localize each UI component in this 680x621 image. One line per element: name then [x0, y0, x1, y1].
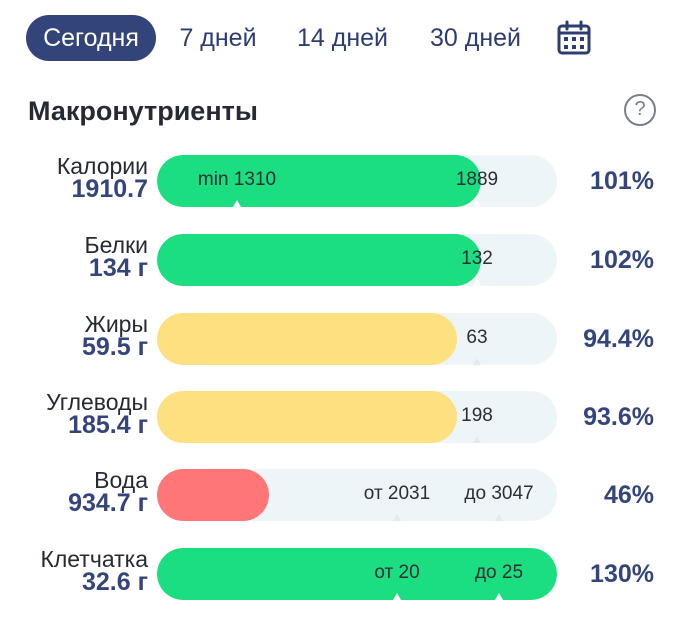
nutrient-value: 134 г	[88, 254, 148, 282]
threshold-marker	[233, 200, 241, 207]
nutrient-percent: 101%	[590, 167, 654, 195]
nutrient-label: Вода	[94, 467, 148, 493]
nutrient-label: Жиры	[84, 311, 148, 337]
progress-fill	[157, 391, 457, 443]
nutrient-value: 59.5 г	[81, 333, 148, 361]
threshold-label: 198	[461, 405, 493, 426]
nutrient-percent: 102%	[590, 246, 654, 274]
nutrient-row: Клетчатка 32.6 г от 20 до 25 130%	[0, 546, 680, 614]
section-title: Макронутриенты	[28, 96, 258, 126]
progress-track: от 2031 до 3047	[157, 469, 557, 521]
threshold-marker	[473, 200, 481, 207]
nutrient-label: Углеводы	[46, 389, 148, 415]
nutrient-percent: 94.4%	[583, 325, 654, 353]
tab-today[interactable]: Сегодня	[26, 15, 156, 61]
nutrient-percent: 93.6%	[583, 403, 654, 431]
threshold-label: 63	[466, 327, 488, 348]
nutrient-label: Белки	[84, 232, 148, 258]
threshold-marker	[473, 358, 481, 365]
threshold-marker	[393, 514, 401, 521]
nutrient-percent: 46%	[603, 481, 654, 509]
progress-track: 132	[157, 234, 557, 286]
progress-fill	[157, 548, 557, 600]
threshold-marker	[473, 279, 481, 286]
nutrient-label: Калории	[56, 153, 148, 179]
nutrient-row: Калории 1910.7 min 1310 1889 101%	[0, 153, 680, 221]
tab-14-days[interactable]: 14 дней	[296, 24, 388, 52]
threshold-label: до 25	[474, 562, 524, 583]
progress-fill	[157, 469, 269, 521]
tab-7-days[interactable]: 7 дней	[179, 24, 257, 52]
threshold-label: 1889	[455, 169, 499, 190]
nutrient-row: Белки 134 г 132 102%	[0, 232, 680, 300]
threshold-label: от 2031	[363, 483, 431, 504]
nutrient-row: Углеводы 185.4 г 198 93.6%	[0, 389, 680, 457]
nutrient-percent: 130%	[590, 560, 654, 588]
nutrient-value: 934.7 г	[68, 489, 148, 517]
progress-track: 198	[157, 391, 557, 443]
progress-fill	[157, 234, 481, 286]
progress-track: от 20 до 25	[157, 548, 557, 600]
nutrient-row: Вода 934.7 г от 2031 до 3047 46%	[0, 467, 680, 535]
threshold-marker	[495, 593, 503, 600]
nutrient-label: Клетчатка	[40, 546, 148, 572]
threshold-label: от 20	[374, 562, 420, 583]
threshold-label: 132	[461, 248, 493, 269]
nutrient-row: Жиры 59.5 г 63 94.4%	[0, 311, 680, 379]
progress-fill	[157, 313, 457, 365]
progress-track: min 1310 1889	[157, 155, 557, 207]
nutrient-value: 1910.7	[71, 175, 148, 203]
threshold-label: min 1310	[197, 169, 277, 190]
threshold-marker	[495, 514, 503, 521]
threshold-marker	[393, 593, 401, 600]
tab-30-days[interactable]: 30 дней	[429, 24, 521, 52]
calendar-icon[interactable]	[556, 20, 592, 56]
period-tabs: Сегодня 7 дней 14 дней 30 дней	[0, 0, 680, 80]
nutrient-value: 32.6 г	[81, 568, 148, 596]
threshold-marker	[473, 436, 481, 443]
threshold-label: до 3047	[464, 483, 534, 504]
progress-track: 63	[157, 313, 557, 365]
nutrient-value: 185.4 г	[68, 411, 148, 439]
progress-fill	[157, 155, 481, 207]
help-icon[interactable]: ?	[624, 94, 656, 126]
